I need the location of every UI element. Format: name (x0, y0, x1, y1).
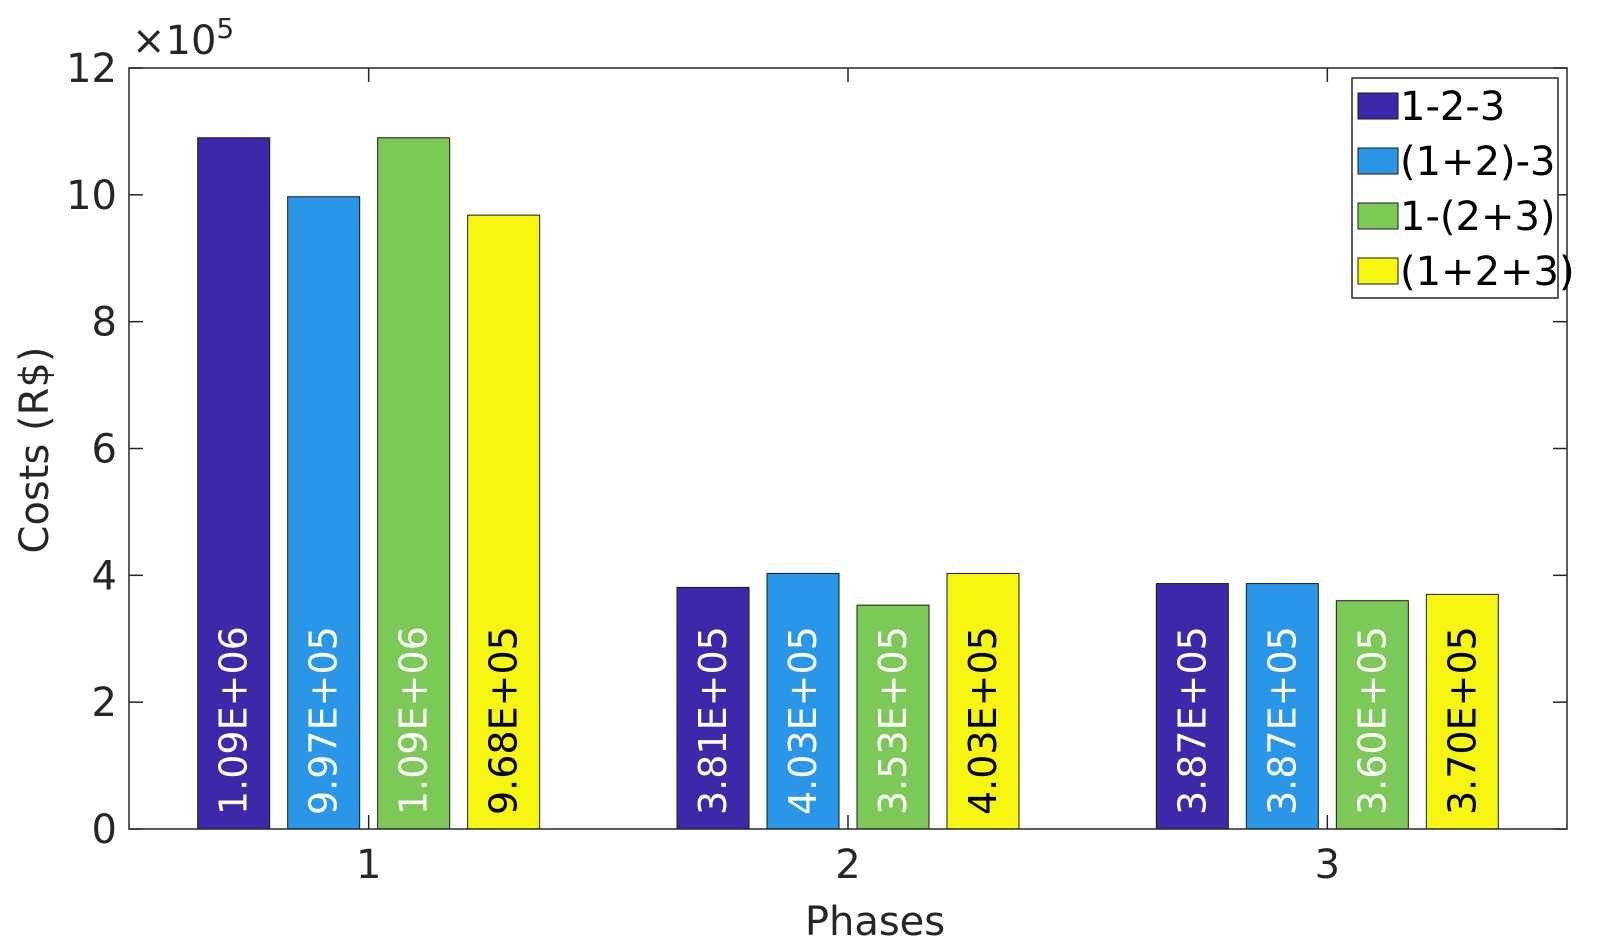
bar-value-label: 3.87E+05 (1260, 626, 1304, 815)
bar (1335, 600, 1409, 830)
y-axis-label: Costs (R$) (12, 347, 58, 554)
bar-value-label: 3.60E+05 (1350, 626, 1394, 815)
legend-swatch (1357, 257, 1399, 285)
x-tick-label: 3 (1315, 842, 1340, 888)
bar-value-label: 1.09E+06 (212, 626, 256, 815)
bar-value-label: 4.03E+05 (781, 626, 825, 815)
bar (377, 137, 451, 830)
bar (676, 586, 750, 830)
y-exponent-power: 5 (216, 12, 234, 45)
bar (1245, 583, 1319, 830)
y-exponent-base: ×10 (132, 18, 216, 64)
legend-entry-label: 1-(2+3) (1400, 194, 1556, 240)
legend-swatch (1357, 92, 1399, 120)
y-tick-label: 4 (92, 553, 117, 599)
bars-group: 1.09E+06 3.81E+05 3.87E+05 9.97E+05 4.03E+05… (197, 137, 1499, 830)
y-tick-label: 6 (92, 427, 117, 473)
y-tick-label: 0 (92, 807, 117, 853)
x-tick-label: 2 (835, 842, 860, 888)
bar (197, 137, 271, 830)
bar-value-label: 3.70E+05 (1440, 626, 1484, 815)
bar-value-label: 4.03E+05 (961, 626, 1005, 815)
legend-swatch (1357, 202, 1399, 230)
x-tick-label: 1 (356, 842, 381, 888)
legend-entry-label: (1+2)-3 (1400, 139, 1556, 185)
bar (856, 604, 930, 830)
bar-value-label: 3.53E+05 (871, 626, 915, 815)
bar-value-label: 3.81E+05 (691, 626, 735, 815)
bar (946, 572, 1020, 830)
legend-swatch (1357, 147, 1399, 175)
bar-value-label: 3.87E+05 (1170, 626, 1214, 815)
y-tick-label: 8 (92, 300, 117, 346)
bar (1425, 593, 1499, 830)
bar-value-label: 1.09E+06 (392, 626, 436, 815)
y-tick-label: 12 (66, 46, 117, 92)
legend-entry-label: (1+2+3) (1400, 249, 1575, 295)
bar-value-label: 9.97E+05 (302, 626, 346, 815)
bar (467, 214, 541, 830)
y-tick-label: 10 (66, 173, 117, 219)
bar-value-label: 9.68E+05 (482, 626, 526, 815)
bar (287, 196, 361, 830)
legend: 1-2-3 (1+2)-3 1-(2+3) (1+2+3) (1351, 77, 1575, 299)
x-axis-label: Phases (805, 899, 945, 945)
y-exponent-label: ×105 (132, 12, 234, 64)
y-tick-label: 2 (92, 680, 117, 726)
legend-entry-label: 1-2-3 (1400, 84, 1505, 130)
